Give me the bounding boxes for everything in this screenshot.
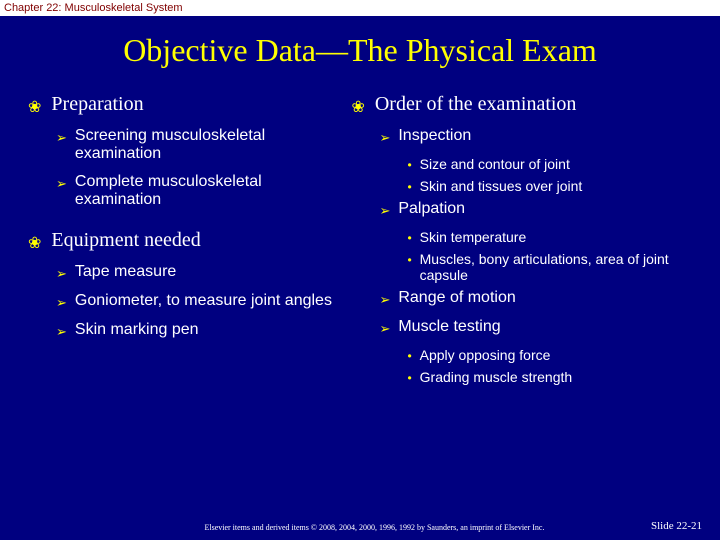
bullet-flower-icon: ❀ xyxy=(28,233,41,253)
heading-text: Order of the examination xyxy=(375,93,577,116)
slide-title: Objective Data—The Physical Exam xyxy=(28,32,692,69)
arrow-icon: ➢ xyxy=(56,295,67,311)
section-preparation: ❀ Preparation ➢ Screening musculoskeleta… xyxy=(28,93,333,209)
content-columns: ❀ Preparation ➢ Screening musculoskeleta… xyxy=(28,93,692,405)
chapter-header: Chapter 22: Musculoskeletal System xyxy=(0,0,720,16)
sub-item: • Muscles, bony articulations, area of j… xyxy=(407,251,696,283)
item-text: Complete musculoskeletal examination xyxy=(75,173,334,209)
heading-text: Equipment needed xyxy=(51,229,200,252)
list-item: ➢ Range of motion xyxy=(379,289,696,308)
sub-text: Apply opposing force xyxy=(420,347,551,363)
list-item: ➢ Complete musculoskeletal examination xyxy=(56,173,333,209)
section-equipment: ❀ Equipment needed ➢ Tape measure ➢ Goni… xyxy=(28,229,333,340)
arrow-icon: ➢ xyxy=(56,324,67,340)
dot-icon: • xyxy=(407,371,411,385)
item-text: Range of motion xyxy=(398,289,515,307)
arrow-icon: ➢ xyxy=(379,203,390,219)
slide-number: Slide 22-21 xyxy=(651,520,702,532)
dot-icon: • xyxy=(407,349,411,363)
sub-text: Muscles, bony articulations, area of joi… xyxy=(420,251,697,283)
item-text: Goniometer, to measure joint angles xyxy=(75,292,332,310)
arrow-icon: ➢ xyxy=(379,292,390,308)
item-text: Skin marking pen xyxy=(75,321,199,339)
list-item: ➢ Palpation xyxy=(379,200,696,219)
section-heading: ❀ Equipment needed xyxy=(28,229,333,253)
item-text: Tape measure xyxy=(75,263,176,281)
dot-icon: • xyxy=(407,158,411,172)
section-order: ❀ Order of the examination ➢ Inspection … xyxy=(351,93,696,385)
list-item: ➢ Muscle testing xyxy=(379,318,696,337)
arrow-icon: ➢ xyxy=(56,266,67,282)
arrow-icon: ➢ xyxy=(379,321,390,337)
list-item: ➢ Goniometer, to measure joint angles xyxy=(56,292,333,311)
heading-text: Preparation xyxy=(51,93,143,116)
section-heading: ❀ Order of the examination xyxy=(351,93,696,117)
dot-icon: • xyxy=(407,180,411,194)
sub-item: • Skin and tissues over joint xyxy=(407,178,696,194)
list-item: ➢ Screening musculoskeletal examination xyxy=(56,127,333,163)
dot-icon: • xyxy=(407,231,411,245)
item-text: Palpation xyxy=(398,200,465,218)
sub-item: • Grading muscle strength xyxy=(407,369,696,385)
sub-item: • Skin temperature xyxy=(407,229,696,245)
sub-item: • Size and contour of joint xyxy=(407,156,696,172)
bullet-flower-icon: ❀ xyxy=(28,97,41,117)
sub-text: Skin temperature xyxy=(420,229,527,245)
sub-text: Grading muscle strength xyxy=(420,369,573,385)
footer: Elsevier items and derived items © 2008,… xyxy=(0,520,720,532)
arrow-icon: ➢ xyxy=(379,130,390,146)
left-column: ❀ Preparation ➢ Screening musculoskeleta… xyxy=(28,93,333,405)
section-heading: ❀ Preparation xyxy=(28,93,333,117)
dot-icon: • xyxy=(407,253,411,267)
bullet-flower-icon: ❀ xyxy=(351,97,364,117)
sub-text: Size and contour of joint xyxy=(420,156,570,172)
sub-item: • Apply opposing force xyxy=(407,347,696,363)
slide-body: Objective Data—The Physical Exam ❀ Prepa… xyxy=(0,0,720,405)
sub-text: Skin and tissues over joint xyxy=(420,178,583,194)
right-column: ❀ Order of the examination ➢ Inspection … xyxy=(351,93,696,405)
list-item: ➢ Skin marking pen xyxy=(56,321,333,340)
list-item: ➢ Tape measure xyxy=(56,263,333,282)
item-text: Screening musculoskeletal examination xyxy=(75,127,334,163)
copyright-text: Elsevier items and derived items © 2008,… xyxy=(98,523,651,532)
arrow-icon: ➢ xyxy=(56,130,67,146)
arrow-icon: ➢ xyxy=(56,176,67,192)
item-text: Inspection xyxy=(398,127,471,145)
list-item: ➢ Inspection xyxy=(379,127,696,146)
item-text: Muscle testing xyxy=(398,318,500,336)
